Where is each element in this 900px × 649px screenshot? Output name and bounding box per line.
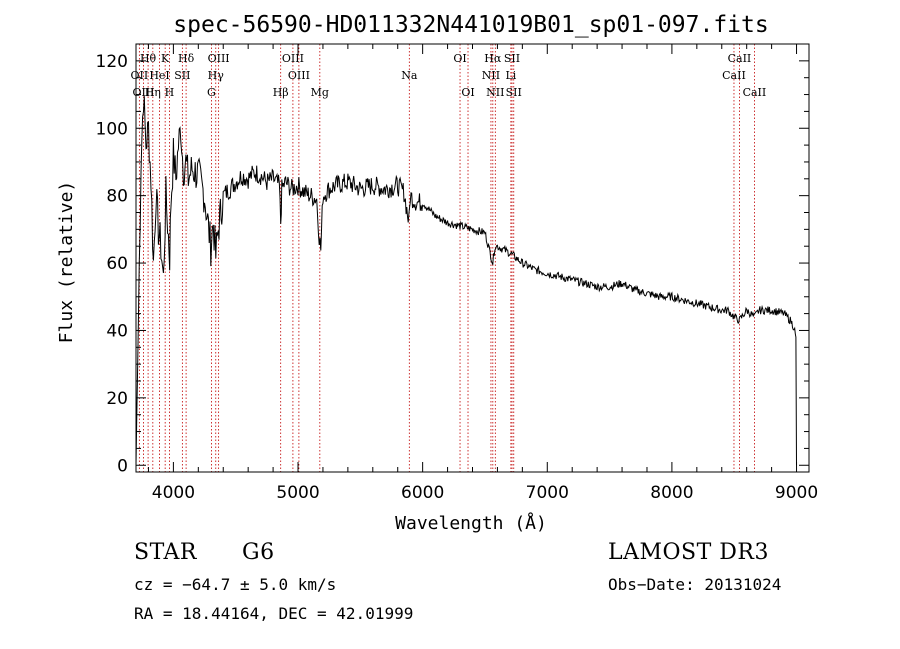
line-label-13: OIII bbox=[288, 69, 310, 82]
line-label-18: OIII bbox=[132, 86, 154, 99]
line-label-10: HeI bbox=[149, 69, 169, 82]
x-tick-label-1: 5000 bbox=[276, 483, 319, 503]
line-label-5: OI bbox=[453, 52, 466, 65]
chart-title: spec-56590-HD011332N441019B01_sp01-097.f… bbox=[173, 12, 768, 38]
line-label-2: Hδ bbox=[178, 52, 195, 65]
subclass: G6 bbox=[242, 540, 275, 565]
line-label-1: K bbox=[161, 52, 170, 65]
line-label-12: Hγ bbox=[208, 69, 225, 82]
redshift-text: cz = −64.7 ± 5.0 km/s bbox=[134, 575, 337, 594]
y-tick-label-5: 100 bbox=[96, 119, 128, 139]
line-label-8: CaII bbox=[728, 52, 752, 65]
line-label-23: Mg bbox=[311, 86, 329, 99]
y-axis-label: Flux (relative) bbox=[56, 181, 77, 344]
line-label-21: G bbox=[207, 86, 216, 99]
y-tick-label-3: 60 bbox=[106, 254, 128, 274]
line-label-4: OIII bbox=[282, 52, 304, 65]
line-label-14: Na bbox=[401, 69, 418, 82]
y-tick-label-1: 20 bbox=[106, 389, 128, 409]
y-tick-label-2: 40 bbox=[106, 321, 128, 341]
x-tick-label-2: 6000 bbox=[401, 483, 444, 503]
line-label-7: SII bbox=[504, 52, 520, 65]
y-axis-ticks: 0 20 40 60 80 100 120 bbox=[96, 52, 809, 476]
line-label-19: Hη bbox=[145, 86, 161, 99]
object-class: STAR bbox=[134, 540, 197, 565]
line-label-15: NII bbox=[482, 69, 500, 82]
spectral-line-markers bbox=[138, 44, 755, 472]
obs-date: Obs−Date: 20131024 bbox=[608, 575, 782, 594]
x-axis-label: Wavelength (Å) bbox=[395, 512, 547, 534]
line-label-16: Li bbox=[505, 69, 516, 82]
line-label-24: OI bbox=[461, 86, 474, 99]
plot-frame bbox=[135, 43, 810, 473]
y-tick-label-6: 120 bbox=[96, 52, 128, 72]
line-label-20: H bbox=[165, 86, 175, 99]
line-label-6: Hα bbox=[484, 52, 502, 65]
x-tick-label-0: 4000 bbox=[152, 483, 195, 503]
line-label-3: OIII bbox=[208, 52, 230, 65]
x-axis-ticks: 4000 5000 6000 7000 8000 9000 bbox=[147, 44, 818, 503]
line-label-17: CaII bbox=[722, 69, 746, 82]
line-label-9: OII bbox=[131, 69, 149, 82]
x-tick-label-3: 7000 bbox=[526, 483, 569, 503]
survey-name: LAMOST DR3 bbox=[608, 540, 769, 565]
y-tick-label-0: 0 bbox=[117, 456, 128, 476]
spectrum-line bbox=[135, 96, 797, 466]
line-label-22: Hβ bbox=[273, 86, 289, 99]
coordinates-text: RA = 18.44164, DEC = 42.01999 bbox=[134, 604, 414, 623]
line-label-0: Hθ bbox=[140, 52, 157, 65]
line-label-26: SII bbox=[506, 86, 522, 99]
y-tick-label-4: 80 bbox=[106, 187, 128, 207]
line-label-25: NII bbox=[486, 86, 504, 99]
x-tick-label-4: 8000 bbox=[650, 483, 693, 503]
line-label-27: CaII bbox=[743, 86, 767, 99]
x-tick-label-5: 9000 bbox=[775, 483, 818, 503]
line-label-11: SII bbox=[174, 69, 190, 82]
